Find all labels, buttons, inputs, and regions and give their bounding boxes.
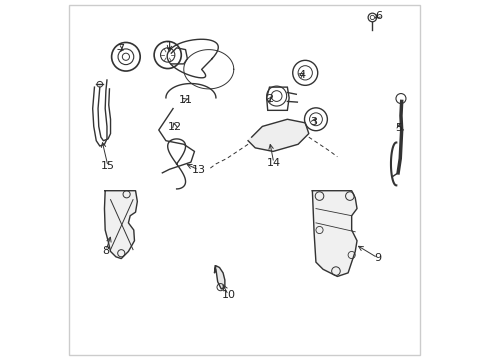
- Text: 8: 8: [102, 246, 109, 256]
- Text: 15: 15: [101, 161, 115, 171]
- Polygon shape: [104, 191, 137, 258]
- Text: 10: 10: [221, 290, 235, 300]
- Text: 4: 4: [298, 69, 305, 80]
- Polygon shape: [247, 119, 308, 152]
- Polygon shape: [312, 191, 356, 276]
- Text: 5: 5: [395, 123, 402, 133]
- Text: 1: 1: [165, 41, 173, 51]
- Text: 12: 12: [167, 122, 182, 132]
- Text: 9: 9: [373, 253, 381, 263]
- Text: 2: 2: [265, 94, 272, 104]
- Text: 6: 6: [374, 11, 381, 21]
- Text: 13: 13: [191, 165, 205, 175]
- Text: 11: 11: [178, 95, 192, 105]
- Text: 14: 14: [266, 158, 280, 168]
- Polygon shape: [214, 266, 224, 289]
- Text: 7: 7: [117, 44, 124, 54]
- Text: 3: 3: [309, 117, 316, 127]
